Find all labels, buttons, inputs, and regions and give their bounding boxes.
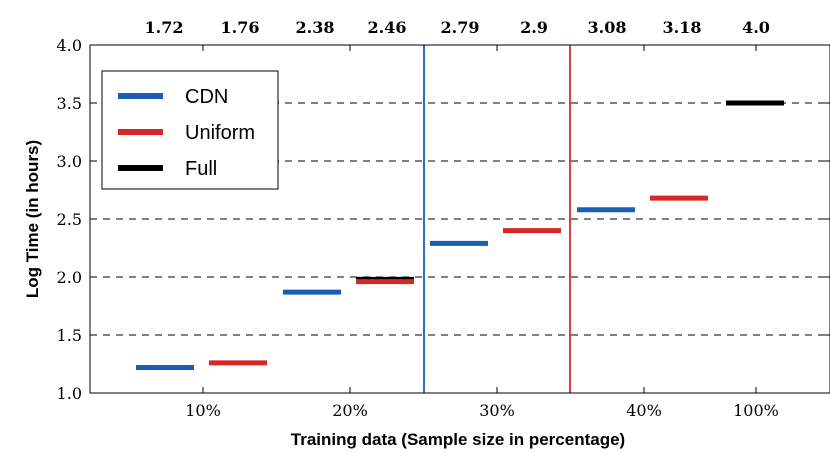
top-label: 2.9	[520, 18, 548, 37]
y-tick-label: 3.0	[57, 152, 82, 171]
top-axis-labels: 1.72 1.76 2.38 2.46 2.79 2.9 3.08 3.18 4.0	[145, 18, 770, 37]
x-tick-label: 100%	[733, 401, 779, 420]
x-axis: 10% 20% 30% 40% 100%	[185, 45, 779, 420]
x-tick-label: 10%	[185, 401, 221, 420]
x-tick-label: 20%	[332, 401, 368, 420]
x-tick-label: 40%	[626, 401, 662, 420]
top-label: 1.72	[145, 18, 184, 37]
y-tick-label: 4.0	[57, 36, 82, 55]
top-label: 3.08	[588, 18, 627, 37]
top-label: 2.46	[368, 18, 407, 37]
data-marks	[136, 100, 784, 370]
reference-lines	[423, 45, 571, 393]
x-axis-label: Training data (Sample size in percentage…	[291, 430, 625, 449]
top-label: 4.0	[742, 18, 770, 37]
legend-label: Uniform	[185, 122, 255, 144]
legend: CDN Uniform Full	[101, 70, 279, 190]
y-tick-label: 1.0	[57, 384, 82, 403]
y-axis: 1.0 1.5 2.0 2.5 3.0 3.5 4.0	[57, 36, 830, 403]
top-label: 2.79	[441, 18, 480, 37]
y-tick-label: 2.5	[57, 210, 82, 229]
top-label: 1.76	[221, 18, 260, 37]
y-axis-label: Log Time (in hours)	[23, 140, 42, 298]
x-tick-label: 30%	[479, 401, 515, 420]
top-label: 2.38	[296, 18, 335, 37]
y-tick-label: 3.5	[57, 94, 82, 113]
y-tick-label: 2.0	[57, 268, 82, 287]
top-label: 3.18	[663, 18, 702, 37]
y-tick-label: 1.5	[57, 326, 82, 345]
legend-label: CDN	[185, 86, 228, 108]
legend-label: Full	[185, 158, 217, 180]
